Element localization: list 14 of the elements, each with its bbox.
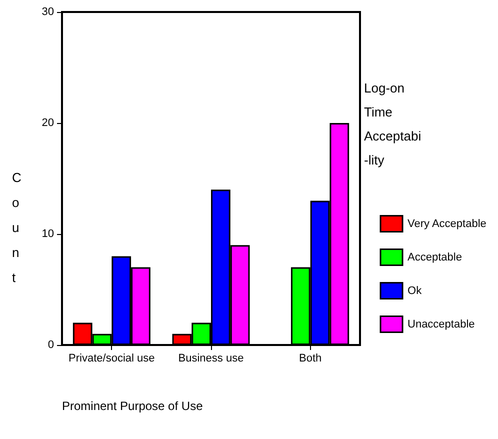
legend-label: Ok <box>408 284 422 297</box>
y-tick-label: 30 <box>42 6 54 18</box>
legend-label: Very Acceptable <box>408 218 486 230</box>
x-tick-label: Business use <box>178 352 244 364</box>
legend-label: Acceptable <box>408 251 462 264</box>
legend-label: Unacceptable <box>408 318 475 330</box>
x-axis-title: Prominent Purpose of Use <box>62 399 204 413</box>
y-tick-label: 10 <box>42 228 54 240</box>
legend-title: Log-on Time Acceptabi -lity <box>364 80 422 168</box>
y-tick-label: 0 <box>48 339 54 351</box>
x-tick-label: Private/social use <box>68 352 155 364</box>
y-axis-title: Count <box>12 170 22 285</box>
x-tick-label: Both <box>299 352 322 364</box>
y-tick-label: 20 <box>42 117 54 129</box>
